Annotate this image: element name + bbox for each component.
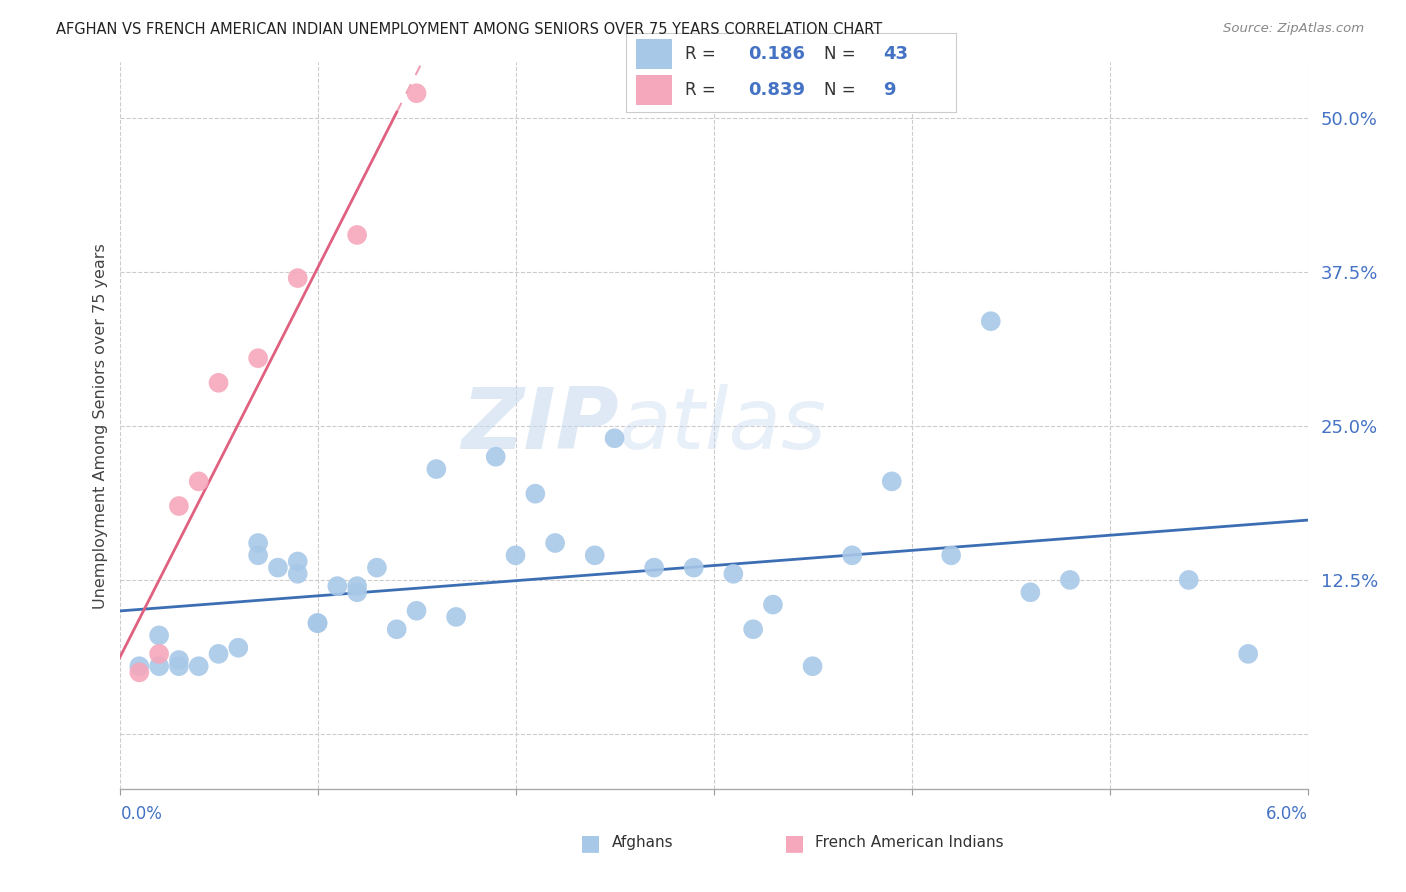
Point xyxy=(326,579,349,593)
Point xyxy=(405,87,427,101)
Point xyxy=(643,560,665,574)
Y-axis label: Unemployment Among Seniors over 75 years: Unemployment Among Seniors over 75 years xyxy=(93,243,108,609)
Point xyxy=(524,486,547,500)
Point xyxy=(187,659,209,673)
Point xyxy=(167,659,190,673)
Point xyxy=(841,549,863,563)
Text: ■: ■ xyxy=(581,833,600,853)
Text: Afghans: Afghans xyxy=(612,836,673,850)
Point xyxy=(148,647,170,661)
Text: 0.839: 0.839 xyxy=(748,81,804,99)
Point xyxy=(980,314,1002,328)
Point xyxy=(682,560,704,574)
Point xyxy=(444,610,467,624)
Point xyxy=(287,566,309,581)
Point xyxy=(187,475,209,489)
Point xyxy=(544,536,567,550)
Point xyxy=(167,653,190,667)
Point xyxy=(1178,573,1201,587)
Text: French American Indians: French American Indians xyxy=(815,836,1004,850)
Text: atlas: atlas xyxy=(619,384,827,467)
Point xyxy=(603,431,626,445)
Point xyxy=(1059,573,1081,587)
Point xyxy=(128,665,150,680)
Text: 6.0%: 6.0% xyxy=(1265,805,1308,823)
Point xyxy=(385,622,408,636)
Point xyxy=(880,475,903,489)
Text: 0.186: 0.186 xyxy=(748,45,804,63)
Text: 9: 9 xyxy=(883,81,896,99)
Point xyxy=(346,227,368,242)
Point xyxy=(167,499,190,513)
Text: AFGHAN VS FRENCH AMERICAN INDIAN UNEMPLOYMENT AMONG SENIORS OVER 75 YEARS CORREL: AFGHAN VS FRENCH AMERICAN INDIAN UNEMPLO… xyxy=(56,22,883,37)
Point xyxy=(307,616,329,631)
Point xyxy=(425,462,447,476)
Text: ZIP: ZIP xyxy=(461,384,619,467)
Point xyxy=(941,549,963,563)
Text: R =: R = xyxy=(685,81,721,99)
Text: 43: 43 xyxy=(883,45,908,63)
Text: ■: ■ xyxy=(785,833,804,853)
Point xyxy=(505,549,527,563)
Point xyxy=(583,549,606,563)
Point xyxy=(307,616,329,631)
Text: R =: R = xyxy=(685,45,721,63)
Point xyxy=(346,579,368,593)
FancyBboxPatch shape xyxy=(636,39,672,69)
Point xyxy=(405,604,427,618)
Point xyxy=(148,628,170,642)
Point xyxy=(346,585,368,599)
Point xyxy=(1237,647,1260,661)
Point xyxy=(801,659,824,673)
Point xyxy=(148,659,170,673)
Point xyxy=(267,560,290,574)
Point xyxy=(723,566,745,581)
Point xyxy=(128,659,150,673)
Point xyxy=(366,560,388,574)
Text: N =: N = xyxy=(824,45,860,63)
Point xyxy=(287,554,309,568)
Point xyxy=(742,622,765,636)
Point xyxy=(247,351,270,366)
Point xyxy=(287,271,309,285)
Point xyxy=(207,376,229,390)
Point xyxy=(485,450,508,464)
Point xyxy=(247,536,270,550)
Text: Source: ZipAtlas.com: Source: ZipAtlas.com xyxy=(1223,22,1364,36)
FancyBboxPatch shape xyxy=(636,76,672,105)
Point xyxy=(762,598,785,612)
Point xyxy=(207,647,229,661)
Point xyxy=(1019,585,1042,599)
Text: N =: N = xyxy=(824,81,860,99)
Text: 0.0%: 0.0% xyxy=(121,805,163,823)
Point xyxy=(247,549,270,563)
Point xyxy=(228,640,250,655)
